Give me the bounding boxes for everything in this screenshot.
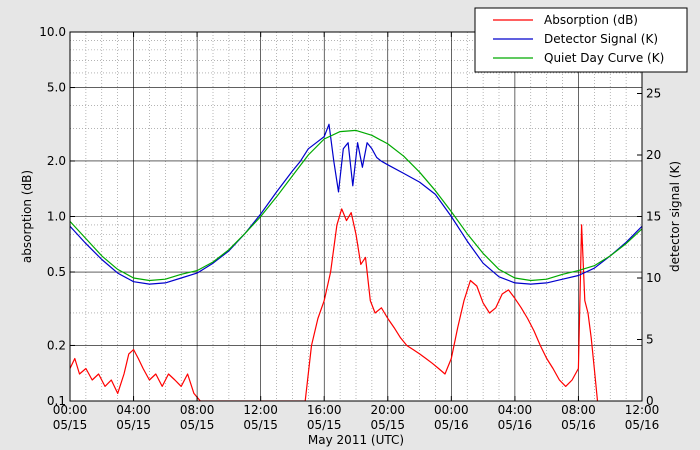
series-line-2 <box>70 129 642 282</box>
x-axis-ticks: 00:0005/1504:0005/1508:0005/1512:0005/15… <box>53 32 660 432</box>
x-tick-label-time: 00:00 <box>434 403 469 417</box>
legend-label-1: Detector Signal (K) <box>544 32 658 46</box>
x-tick-label-time: 04:00 <box>498 403 533 417</box>
legend-label-0: Absorption (dB) <box>544 13 638 27</box>
x-tick-label-date: 05/16 <box>561 418 596 432</box>
right-y-tick-label: 0 <box>646 394 654 408</box>
minor-gridlines <box>70 32 642 401</box>
x-tick-label-time: 08:00 <box>561 403 596 417</box>
right-y-tick-label: 15 <box>646 210 661 224</box>
left-y-tick-label: 5.0 <box>47 81 66 95</box>
left-y-tick-label: 2.0 <box>47 154 66 168</box>
x-tick-label-date: 05/15 <box>116 418 151 432</box>
x-tick-label-time: 20:00 <box>370 403 405 417</box>
right-y-tick-label: 5 <box>646 333 654 347</box>
left-y-tick-label: 0.5 <box>47 265 66 279</box>
legend-label-2: Quiet Day Curve (K) <box>544 51 664 65</box>
right-y-tick-label: 10 <box>646 271 661 285</box>
x-tick-label-date: 05/15 <box>243 418 278 432</box>
left-y-tick-label: 0.1 <box>47 394 66 408</box>
right-y-tick-label: 20 <box>646 148 661 162</box>
left-y-axis-ticks: 0.1 0.2 0.5 1.0 2.0 5.0 10.0 <box>39 25 75 408</box>
x-tick-label-time: 04:00 <box>116 403 151 417</box>
legend: Absorption (dB) Detector Signal (K) Quiet … <box>474 7 688 73</box>
right-y-axis-label: detector signal (K) <box>668 161 682 272</box>
x-tick-label-time: 12:00 <box>625 403 660 417</box>
x-tick-label-date: 05/15 <box>370 418 405 432</box>
right-y-axis-ticks: 0 5 10 15 20 25 <box>637 87 661 408</box>
x-tick-label-date: 05/15 <box>53 418 88 432</box>
x-tick-label-date: 05/16 <box>625 418 660 432</box>
x-tick-label-date: 05/15 <box>307 418 342 432</box>
x-tick-label-time: 16:00 <box>307 403 342 417</box>
x-tick-label-date: 05/15 <box>180 418 215 432</box>
series-line-1 <box>70 123 642 285</box>
x-tick-label-date: 05/16 <box>434 418 469 432</box>
x-tick-label-time: 12:00 <box>243 403 278 417</box>
x-tick-label-time: 00:00 <box>53 403 88 417</box>
right-y-tick-label: 25 <box>646 87 661 101</box>
series-layer <box>70 123 642 401</box>
left-y-tick-label: 10.0 <box>39 25 66 39</box>
x-axis-label: May 2011 (UTC) <box>308 433 404 447</box>
left-y-tick-label: 0.2 <box>47 338 66 352</box>
series-line-0 <box>70 208 599 401</box>
x-tick-label-date: 05/16 <box>498 418 533 432</box>
legend-box <box>474 7 688 73</box>
left-y-axis-label: absorption (dB) <box>20 170 34 263</box>
left-y-tick-label: 1.0 <box>47 210 66 224</box>
major-gridlines <box>70 32 642 401</box>
x-tick-label-time: 08:00 <box>180 403 215 417</box>
